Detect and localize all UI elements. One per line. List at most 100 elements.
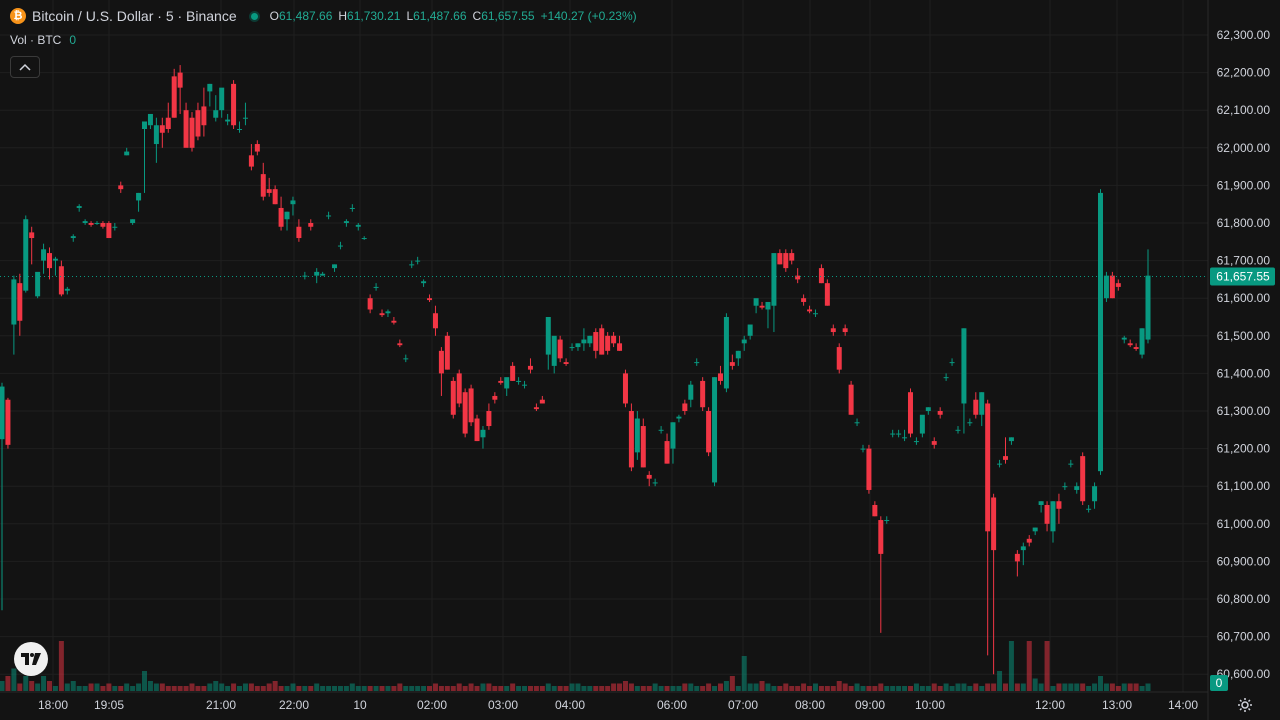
market-status-dot[interactable] xyxy=(248,10,260,22)
volume-bar xyxy=(569,683,575,691)
candle xyxy=(997,459,1003,468)
candle-body xyxy=(343,221,349,223)
candle-body xyxy=(830,328,836,333)
candle-body xyxy=(64,288,70,291)
volume-bar xyxy=(332,686,338,691)
tradingview-logo-icon[interactable] xyxy=(14,642,48,676)
volume-bar xyxy=(444,686,450,691)
volume-bar xyxy=(1074,683,1080,691)
time-tick-label: 03:00 xyxy=(488,698,518,712)
collapse-legend-button[interactable] xyxy=(10,56,40,78)
candle-body xyxy=(985,403,991,532)
volume-bar xyxy=(836,681,842,691)
candle xyxy=(88,221,94,227)
candle-body xyxy=(1080,456,1086,502)
volume-bar xyxy=(967,686,973,691)
volume-bar xyxy=(611,683,617,691)
candle-body xyxy=(747,324,753,336)
candle xyxy=(551,335,557,374)
candle-body xyxy=(925,407,931,411)
candle-body xyxy=(664,441,670,464)
candle-body xyxy=(207,83,213,92)
candle xyxy=(759,301,765,310)
candle xyxy=(213,95,219,122)
candle xyxy=(818,264,824,284)
volume-bar xyxy=(640,686,646,691)
time-axis[interactable]: 18:00 19:05 21:00 22:00 10 02:00 03:00 04:00 06:… xyxy=(38,698,1198,712)
candle xyxy=(254,140,260,156)
candle xyxy=(884,516,890,524)
volume-bar xyxy=(557,686,563,691)
volume-bar xyxy=(183,686,189,691)
time-tick-label: 09:00 xyxy=(855,698,885,712)
candle xyxy=(527,358,533,374)
candle xyxy=(872,501,878,517)
volume-bar xyxy=(997,671,1003,691)
gear-icon[interactable] xyxy=(1236,696,1254,714)
candle-body xyxy=(308,223,314,227)
volume-bar xyxy=(593,686,599,691)
candle xyxy=(1014,550,1020,577)
candle-body xyxy=(361,238,367,240)
candle xyxy=(142,121,148,193)
candle xyxy=(11,275,17,355)
volume-bar xyxy=(171,686,177,691)
volume-bar xyxy=(777,686,783,691)
candle-body xyxy=(569,347,575,349)
candle-body xyxy=(136,192,142,201)
candle xyxy=(349,204,355,212)
volume-bar xyxy=(759,681,765,691)
volume-bar xyxy=(52,686,58,691)
candle xyxy=(0,382,5,611)
candle xyxy=(177,65,183,114)
volume-bar xyxy=(860,686,866,691)
candle-body xyxy=(1103,275,1109,299)
volume-bar xyxy=(884,686,890,691)
candle xyxy=(266,177,272,197)
candle-body xyxy=(563,362,569,364)
volume-bar xyxy=(1056,683,1062,691)
volume-bar xyxy=(456,683,462,691)
volume-bar xyxy=(106,683,112,691)
volume-bar xyxy=(682,683,688,691)
symbol-title[interactable]: Bitcoin / U.S. Dollar · 5 · Binance xyxy=(32,8,237,24)
volume-bar xyxy=(462,686,468,691)
volume-bar xyxy=(931,683,937,691)
price-axis[interactable]: 62,300.00 62,200.00 62,100.00 62,000.00 61,9… xyxy=(1217,28,1271,681)
volume-bar xyxy=(195,686,201,691)
candle-body xyxy=(1086,508,1092,510)
volume-legend[interactable]: Vol · BTC 0 xyxy=(10,33,76,47)
candle-body xyxy=(670,422,676,449)
candle-body xyxy=(937,411,943,415)
volume-bar xyxy=(82,686,88,691)
candle-body xyxy=(682,403,688,411)
volume-bar xyxy=(700,686,706,691)
candle xyxy=(112,223,118,231)
candle-body xyxy=(676,416,682,419)
candle xyxy=(617,335,623,351)
price-tick-label: 61,900.00 xyxy=(1217,178,1271,192)
symbol-legend[interactable]: ₿ Bitcoin / U.S. Dollar · 5 · Binance O6… xyxy=(10,8,637,24)
volume-bar xyxy=(1020,683,1026,691)
candle xyxy=(848,380,854,415)
candle xyxy=(403,354,409,363)
candle xyxy=(367,294,373,314)
candle xyxy=(242,102,248,126)
candle-body xyxy=(391,320,397,323)
candle xyxy=(409,260,415,269)
candle xyxy=(973,392,979,419)
candle-body xyxy=(177,72,183,88)
candle-body xyxy=(771,253,777,306)
candle-body xyxy=(1145,275,1151,340)
volume-bar xyxy=(622,681,628,691)
candle-body xyxy=(688,384,694,400)
volume-bar xyxy=(896,686,902,691)
candle-body xyxy=(52,258,58,261)
candle xyxy=(1121,335,1127,344)
volume-bar xyxy=(0,681,5,691)
candle-body xyxy=(272,189,278,205)
chevron-up-icon xyxy=(19,63,31,71)
volume-bar xyxy=(1038,683,1044,691)
candle xyxy=(522,380,528,389)
